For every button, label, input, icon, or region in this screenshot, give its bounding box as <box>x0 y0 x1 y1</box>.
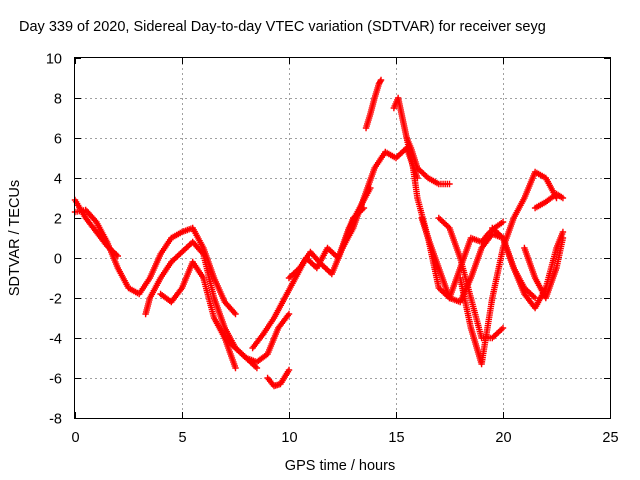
y-tick-label: 8 <box>54 92 62 108</box>
x-tick-label: 25 <box>602 430 618 446</box>
plot-frame <box>74 57 611 419</box>
series-track-r <box>531 190 567 212</box>
data-point <box>285 366 293 374</box>
series-track-c <box>142 238 261 372</box>
series-track-i <box>339 144 421 252</box>
data-point <box>499 324 507 332</box>
x-tick-label: 0 <box>71 430 79 446</box>
y-tick-label: -4 <box>49 332 62 348</box>
series-track-k <box>390 94 453 188</box>
x-axis-label: GPS time / hours <box>285 458 395 474</box>
y-tick-label: 6 <box>54 132 62 148</box>
data-point <box>559 228 567 236</box>
x-tick-label: 20 <box>495 430 511 446</box>
x-tick-label: 15 <box>388 430 404 446</box>
data-point <box>446 180 453 188</box>
data-point <box>114 252 121 260</box>
series-track-f <box>264 366 293 390</box>
data-point <box>531 294 539 302</box>
data-point <box>232 364 239 372</box>
y-tick-label: 4 <box>54 172 62 188</box>
data-point <box>377 76 385 84</box>
x-tick-label: 10 <box>281 430 297 446</box>
series-track-m <box>418 214 539 306</box>
series-track-d <box>157 258 239 372</box>
y-axis-label: SDTVAR / TECUs <box>7 180 23 296</box>
grid-layer <box>75 58 610 418</box>
data-point <box>559 194 567 202</box>
data-point <box>253 364 261 372</box>
data-point <box>377 78 384 85</box>
series-track-n <box>435 214 507 342</box>
series-track-a <box>71 206 239 318</box>
x-tick-label: 5 <box>178 430 186 446</box>
ticks-layer: 0 5 10 15 20 25 -8 -6 -4 -2 0 2 4 6 8 10 <box>46 52 619 447</box>
series-track-j <box>362 76 385 132</box>
series-track-p <box>489 224 567 312</box>
series-track-o <box>457 168 560 368</box>
y-tick-label: 0 <box>54 252 62 268</box>
series-track-b <box>71 196 121 260</box>
y-tick-label: -2 <box>49 292 62 308</box>
data-point <box>285 310 293 318</box>
series-track-e <box>221 310 293 366</box>
data-point <box>232 310 239 318</box>
y-tick-label: 2 <box>54 212 62 228</box>
chart-title: Day 339 of 2020, Sidereal Day-to-day VTE… <box>19 19 546 35</box>
y-tick-label: 10 <box>46 52 62 68</box>
data-point <box>559 234 567 242</box>
points-layer <box>71 76 567 390</box>
y-tick-label: -8 <box>49 412 62 428</box>
y-tick-label: -6 <box>49 372 62 388</box>
data-point <box>499 218 507 226</box>
series-track-q <box>521 234 567 302</box>
series-track-g <box>249 184 374 352</box>
